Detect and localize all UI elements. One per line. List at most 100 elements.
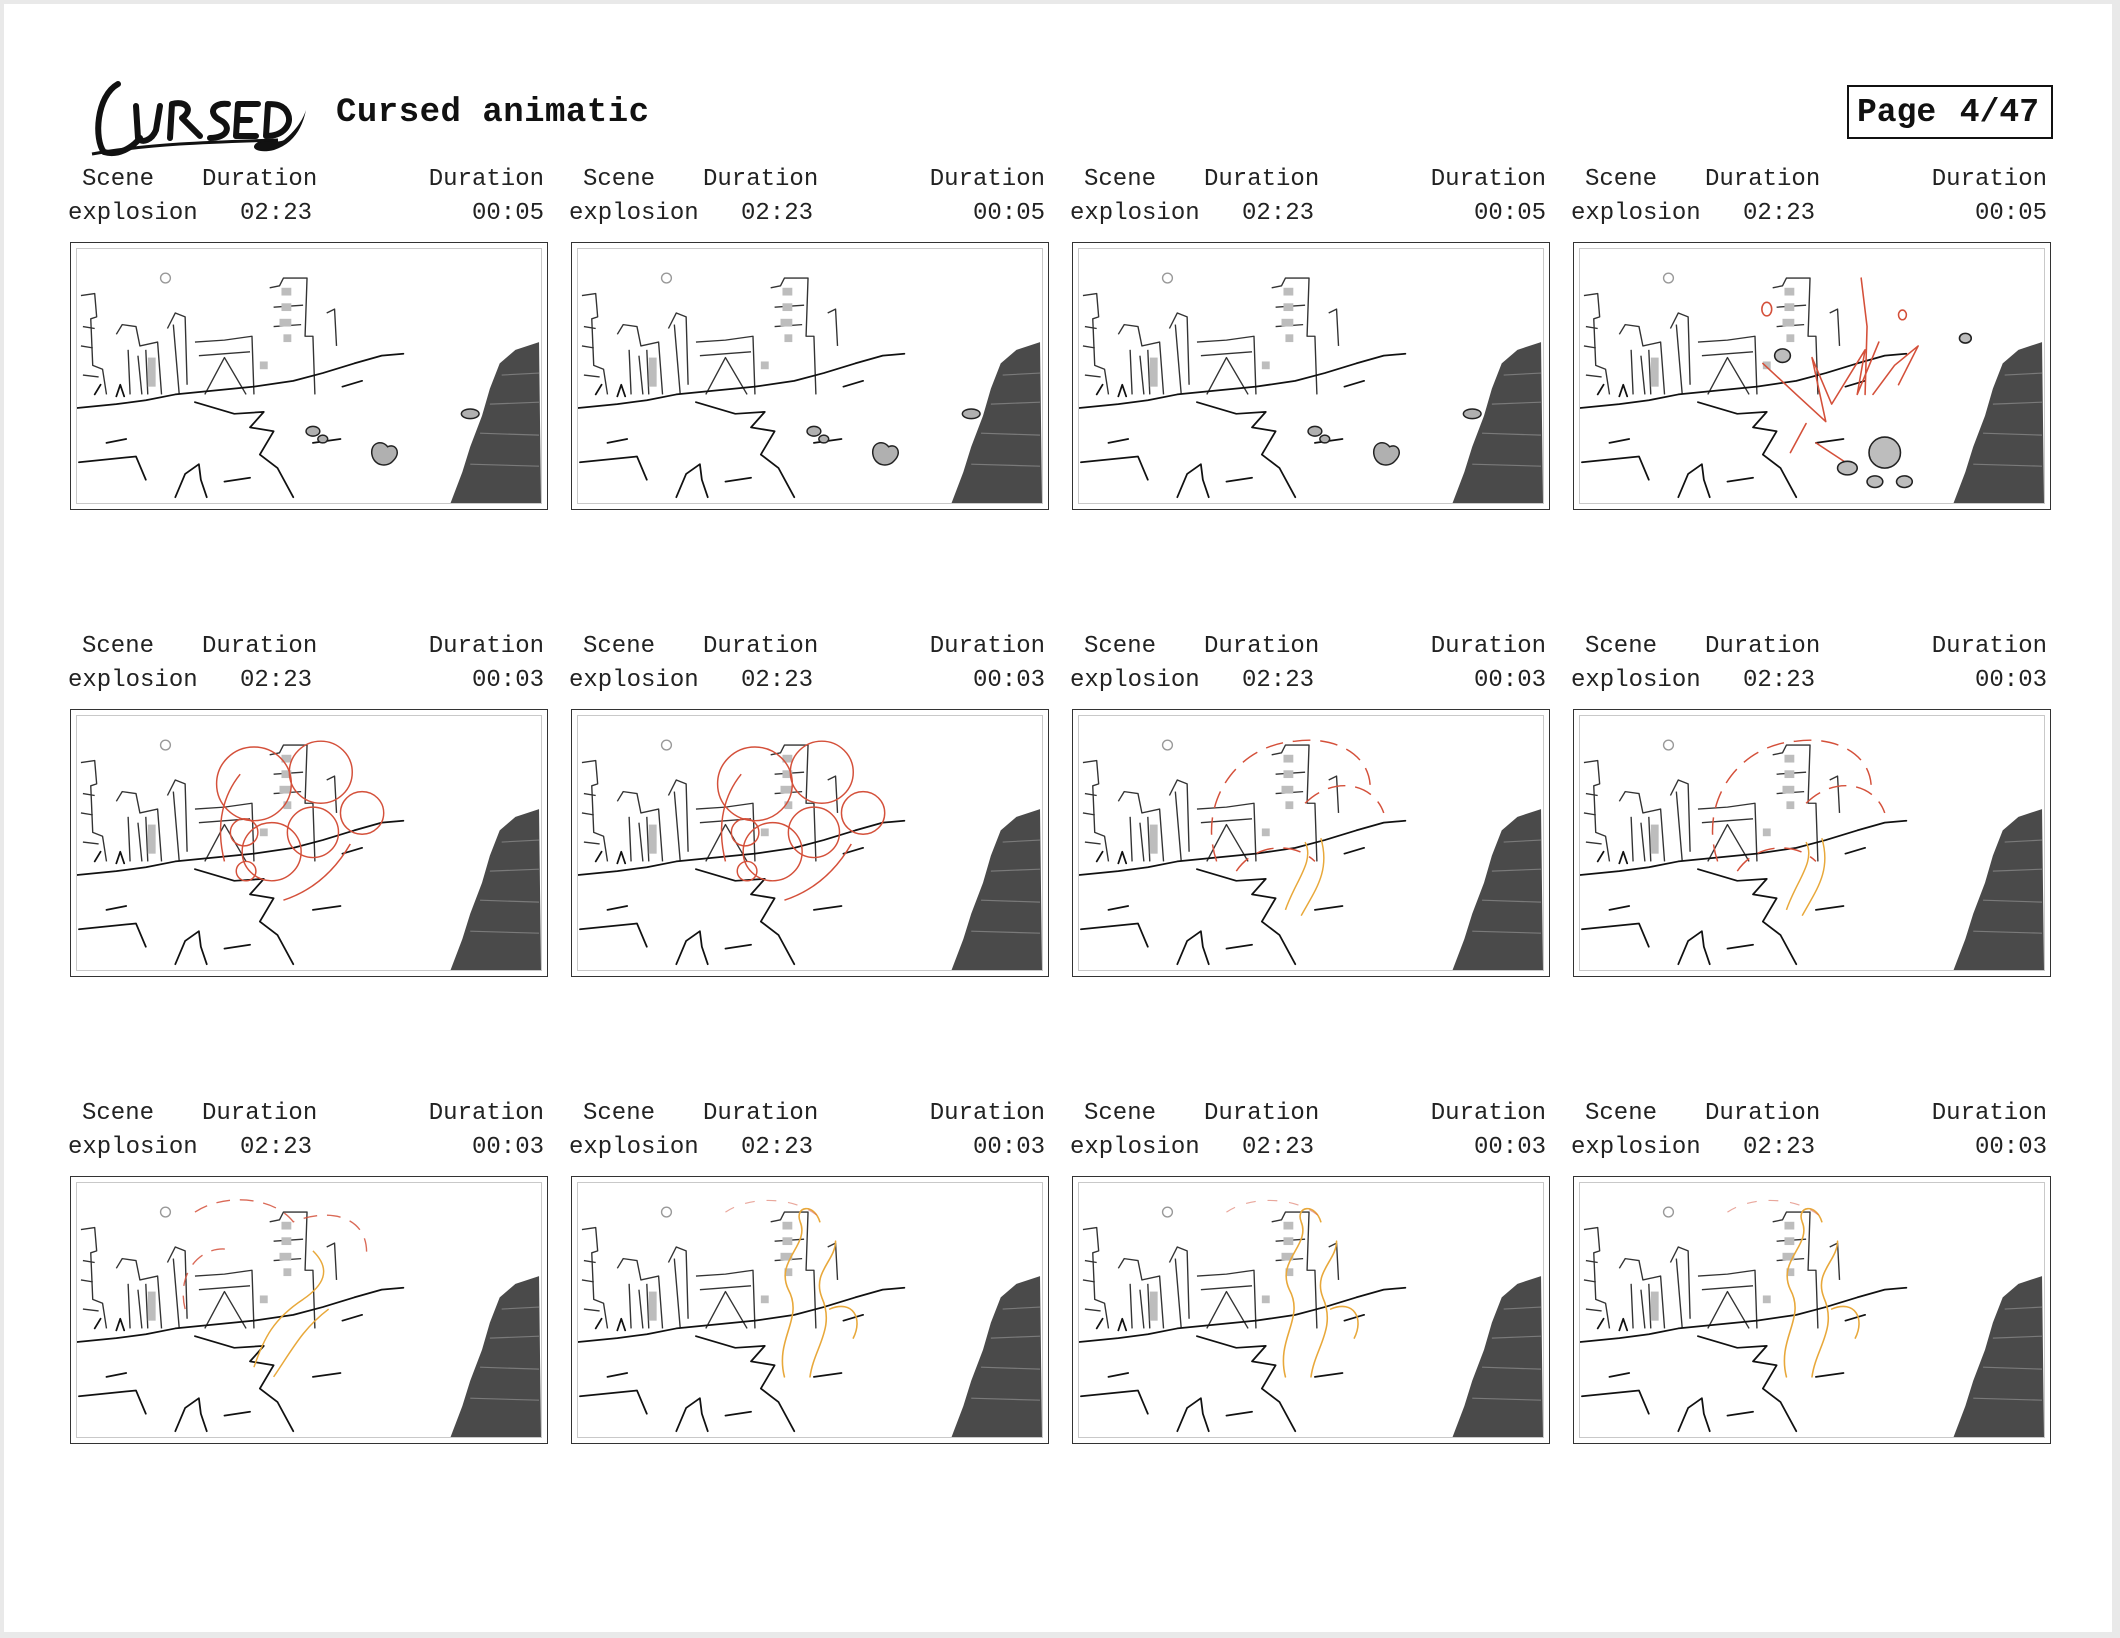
panel-meta: Scene Duration Duration explosion 02:23 … <box>1068 166 1550 242</box>
panel-sketch <box>1580 272 2044 503</box>
shot-duration-label: Duration <box>1931 633 2047 660</box>
panel-meta: Scene Duration Duration explosion 02:23 … <box>1569 633 2051 709</box>
shot-duration: 00:05 <box>471 200 544 227</box>
scene-duration-label: Duration <box>1204 166 1320 193</box>
panel-meta: Scene Duration Duration explosion 02:23 … <box>567 1100 1049 1176</box>
panel-frame <box>70 1176 548 1444</box>
scene-name: explosion <box>1571 667 1701 694</box>
panel-frame <box>1072 1176 1550 1444</box>
scene-label: Scene <box>1585 166 1658 193</box>
panel-meta: Scene Duration Duration explosion 02:23 … <box>1569 1100 2051 1176</box>
shot-duration-label: Duration <box>929 166 1045 193</box>
panel-sketch <box>578 272 1042 503</box>
shot-duration-label: Duration <box>1430 1100 1546 1127</box>
scene-duration: 02:23 <box>240 667 313 694</box>
shot-duration-label: Duration <box>428 1100 544 1127</box>
page-number: 4/47 <box>1959 93 2039 131</box>
scene-name: explosion <box>1070 667 1200 694</box>
panel-sketch <box>578 1199 1042 1437</box>
scene-duration: 02:23 <box>1242 200 1315 227</box>
scene-duration: 02:23 <box>240 200 313 227</box>
scene-label: Scene <box>82 1100 155 1127</box>
panel-frame <box>571 1176 1049 1444</box>
storyboard-panel: Scene Duration Duration explosion 02:23 … <box>567 166 1049 510</box>
scene-name: explosion <box>1070 1134 1200 1161</box>
scene-duration: 02:23 <box>741 1134 814 1161</box>
scene-name: explosion <box>569 200 699 227</box>
scene-label: Scene <box>82 166 155 193</box>
scene-name: explosion <box>1070 200 1200 227</box>
scene-name: explosion <box>68 200 198 227</box>
panel-sketch <box>77 739 541 970</box>
shot-duration: 00:05 <box>972 200 1045 227</box>
storyboard-panel: Scene Duration Duration explosion 02:23 … <box>1569 633 2051 977</box>
scene-duration-label: Duration <box>703 166 819 193</box>
panel-meta: Scene Duration Duration explosion 02:23 … <box>66 633 548 709</box>
panel-frame <box>1072 709 1550 977</box>
storyboard-panel: Scene Duration Duration explosion 02:23 … <box>567 1100 1049 1444</box>
scene-label: Scene <box>1084 166 1157 193</box>
shot-duration-label: Duration <box>428 166 544 193</box>
storyboard-page: Cursed animatic Page 4/47 Scene Duration… <box>4 4 2112 1632</box>
scene-duration-label: Duration <box>202 166 318 193</box>
shot-duration: 00:03 <box>1974 667 2047 694</box>
panel-frame <box>1072 242 1550 510</box>
shot-duration-label: Duration <box>929 633 1045 660</box>
scene-duration-label: Duration <box>202 1100 318 1127</box>
scene-name: explosion <box>1571 200 1701 227</box>
scene-label: Scene <box>583 633 656 660</box>
panel-sketch <box>578 739 1042 970</box>
storyboard-panel: Scene Duration Duration explosion 02:23 … <box>66 1100 548 1444</box>
shot-duration: 00:03 <box>471 1134 544 1161</box>
panel-meta: Scene Duration Duration explosion 02:23 … <box>1068 633 1550 709</box>
shot-duration: 00:03 <box>1974 1134 2047 1161</box>
panel-sketch <box>1079 272 1543 503</box>
panel-frame <box>1573 242 2051 510</box>
scene-label: Scene <box>583 166 656 193</box>
shot-duration-label: Duration <box>1931 166 2047 193</box>
shot-duration-label: Duration <box>1430 166 1546 193</box>
storyboard-panel: Scene Duration Duration explosion 02:23 … <box>1068 633 1550 977</box>
panel-sketch <box>1079 1199 1543 1437</box>
panel-sketch <box>1580 1199 2044 1437</box>
scene-label: Scene <box>1084 633 1157 660</box>
storyboard-panel: Scene Duration Duration explosion 02:23 … <box>1068 1100 1550 1444</box>
shot-duration-label: Duration <box>1430 633 1546 660</box>
panel-meta: Scene Duration Duration explosion 02:23 … <box>567 166 1049 242</box>
panel-frame <box>571 709 1049 977</box>
scene-name: explosion <box>68 1134 198 1161</box>
shot-duration: 00:03 <box>1473 1134 1546 1161</box>
shot-duration: 00:03 <box>972 667 1045 694</box>
scene-duration-label: Duration <box>202 633 318 660</box>
scene-name: explosion <box>1571 1134 1701 1161</box>
document-title: Cursed animatic <box>336 94 650 132</box>
scene-label: Scene <box>583 1100 656 1127</box>
scene-duration: 02:23 <box>1743 667 1816 694</box>
panel-frame <box>70 709 548 977</box>
panel-sketch <box>1079 739 1543 970</box>
panel-sketch <box>1580 739 2044 970</box>
panel-frame <box>1573 1176 2051 1444</box>
shot-duration-label: Duration <box>428 633 544 660</box>
shot-duration-label: Duration <box>1931 1100 2047 1127</box>
panel-frame <box>571 242 1049 510</box>
storyboard-panel: Scene Duration Duration explosion 02:23 … <box>1569 1100 2051 1444</box>
scene-name: explosion <box>569 1134 699 1161</box>
storyboard-panel: Scene Duration Duration explosion 02:23 … <box>1068 166 1550 510</box>
panel-frame <box>70 242 548 510</box>
scene-duration-label: Duration <box>1204 633 1320 660</box>
shot-duration-label: Duration <box>929 1100 1045 1127</box>
panel-frame <box>1573 709 2051 977</box>
storyboard-panel: Scene Duration Duration explosion 02:23 … <box>1569 166 2051 510</box>
scene-duration-label: Duration <box>1705 633 1821 660</box>
panel-sketch <box>77 272 541 503</box>
scene-duration-label: Duration <box>703 1100 819 1127</box>
scene-name: explosion <box>569 667 699 694</box>
storyboard-panel: Scene Duration Duration explosion 02:23 … <box>66 166 548 510</box>
page-label: Page <box>1857 93 1937 131</box>
scene-duration: 02:23 <box>1743 1134 1816 1161</box>
scene-duration: 02:23 <box>1242 1134 1315 1161</box>
scene-duration: 02:23 <box>1242 667 1315 694</box>
scene-duration-label: Duration <box>1705 166 1821 193</box>
storyboard-panel: Scene Duration Duration explosion 02:23 … <box>567 633 1049 977</box>
